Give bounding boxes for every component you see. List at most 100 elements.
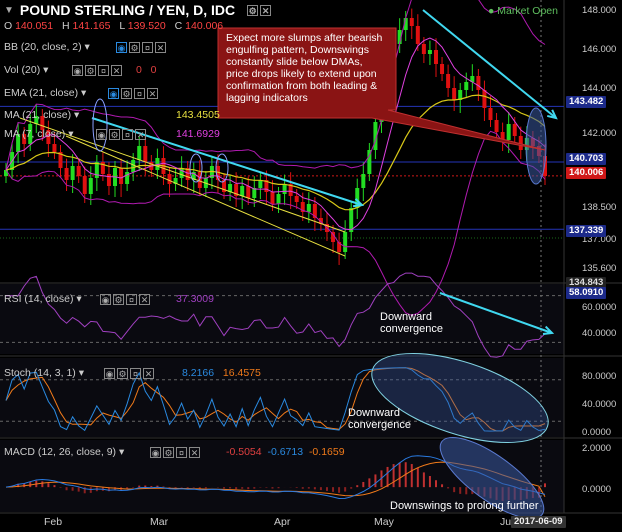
candle-body	[306, 204, 311, 212]
macd-visibility-icon[interactable]: ◉	[150, 447, 161, 458]
ma21-legend[interactable]: MA (21, close) ▾	[4, 109, 79, 121]
bb-legend[interactable]: BB (20, close, 2) ▾	[4, 41, 90, 53]
bb-format-icon[interactable]: ¤	[142, 42, 153, 53]
ohlc-readout: O 140.051 H 141.165 L 139.520 C 140.006	[4, 20, 229, 32]
rsi-dropdown-icon[interactable]: ▾	[76, 293, 82, 305]
ma7-line	[5, 37, 546, 231]
candle-body	[300, 202, 305, 212]
bb-settings-icon[interactable]: ⚙	[129, 42, 140, 53]
rsi-format-icon[interactable]: ¤	[126, 294, 137, 305]
candle-body	[143, 146, 148, 162]
ma7-visibility-icon[interactable]: ◉	[96, 129, 107, 140]
vol-settings-icon[interactable]: ⚙	[85, 65, 96, 76]
stoch-label: Stoch (14, 3, 1)	[4, 367, 76, 379]
rsi-line	[6, 272, 546, 358]
candle-body	[452, 88, 457, 100]
ema-remove-icon[interactable]: ✕	[147, 88, 158, 99]
ma7-settings-icon[interactable]: ⚙	[109, 129, 120, 140]
candle-body	[185, 168, 190, 180]
title-icons: ⚙ ✕	[247, 4, 272, 16]
stoch-annotation: Downward convergence	[348, 407, 411, 431]
candle-body	[282, 184, 287, 194]
bb-dropdown-icon[interactable]: ▾	[84, 41, 90, 53]
price-tag-ema: 143.482	[566, 96, 607, 108]
macd-dropdown-icon[interactable]: ▾	[118, 446, 125, 458]
ema-label: EMA (21, close)	[4, 87, 79, 99]
bb-visibility-icon[interactable]: ◉	[116, 42, 127, 53]
rsi-remove-icon[interactable]: ✕	[139, 294, 150, 305]
price-tick-135-6: 135.600	[582, 263, 617, 274]
candle-body	[173, 178, 178, 184]
close-icon[interactable]: ✕	[260, 4, 272, 16]
vol-dropdown-icon[interactable]: ▾	[43, 64, 49, 76]
candle-body	[179, 168, 184, 178]
candle-body	[367, 150, 372, 174]
bb-lower-band	[5, 130, 546, 316]
rsi-visibility-icon[interactable]: ◉	[100, 294, 111, 305]
macd-hist-value: -0.1659	[308, 446, 345, 458]
candle-body	[234, 184, 239, 196]
macd-tick-2: 2.0000	[582, 443, 612, 454]
candle-body	[70, 166, 75, 180]
ma7-dropdown-icon[interactable]: ▾	[68, 128, 74, 140]
macd-settings-icon[interactable]: ⚙	[163, 447, 174, 458]
stoch-dropdown-icon[interactable]: ▾	[78, 367, 84, 379]
ema-legend[interactable]: EMA (21, close) ▾	[4, 87, 86, 99]
macd-tick-0: 0.0000	[582, 484, 612, 495]
highlight-ellipse-3	[215, 153, 229, 183]
vol-remove-icon[interactable]: ✕	[111, 65, 122, 76]
macd-format-icon[interactable]: ¤	[176, 447, 187, 458]
collapse-chevron-icon[interactable]: ▼	[4, 4, 14, 16]
candle-body	[270, 192, 275, 204]
stoch-settings-icon[interactable]: ⚙	[117, 368, 128, 379]
macd-legend[interactable]: MACD (12, 26, close, 9) ▾	[4, 446, 124, 458]
ma7-legend[interactable]: MA (7, close) ▾	[4, 128, 73, 140]
price-downtrend-arrow-head	[352, 198, 365, 208]
ma21-dropdown-icon[interactable]: ▾	[74, 109, 80, 121]
ema-settings-icon[interactable]: ⚙	[121, 88, 132, 99]
price-tick-138-5: 138.500	[582, 202, 617, 213]
ohlc-close-key: C	[174, 20, 183, 32]
macd-remove-icon[interactable]: ✕	[189, 447, 200, 458]
candle-body	[40, 116, 45, 130]
candle-body	[488, 108, 493, 120]
rsi-legend[interactable]: RSI (14, close) ▾	[4, 293, 82, 305]
highlight-ellipse-1	[92, 98, 108, 152]
candle-body	[355, 188, 360, 208]
ema-visibility-icon[interactable]: ◉	[108, 88, 119, 99]
candle-body	[215, 166, 220, 180]
stoch-remove-icon[interactable]: ✕	[143, 368, 154, 379]
vol-legend[interactable]: Vol (20) ▾	[4, 64, 48, 76]
candle-body	[264, 180, 269, 192]
candle-body	[427, 50, 432, 54]
candle-body	[415, 26, 420, 44]
ema-dropdown-icon[interactable]: ▾	[81, 87, 87, 99]
rsi-settings-icon[interactable]: ⚙	[113, 294, 124, 305]
ma7-remove-icon[interactable]: ✕	[135, 129, 146, 140]
vol-format-icon[interactable]: ¤	[98, 65, 109, 76]
market-status-dot-icon: ●	[488, 5, 495, 17]
stoch-format-icon[interactable]: ¤	[130, 368, 141, 379]
stoch-visibility-icon[interactable]: ◉	[104, 368, 115, 379]
ema21-line	[5, 94, 546, 211]
bb-remove-icon[interactable]: ✕	[155, 42, 166, 53]
vol-values: 0 0	[136, 64, 156, 76]
vol-icons: ◉ ⚙ ¤ ✕	[72, 65, 122, 76]
stoch-legend[interactable]: Stoch (14, 3, 1) ▾	[4, 367, 84, 379]
price-tag-ma: 140.703	[566, 153, 607, 165]
candle-body	[312, 204, 317, 218]
candle-body	[228, 184, 233, 192]
candle-body	[446, 74, 451, 88]
ma7-format-icon[interactable]: ¤	[122, 129, 133, 140]
candle-body	[197, 172, 202, 188]
candle-body	[409, 18, 414, 26]
settings-gear-icon[interactable]: ⚙	[247, 4, 259, 16]
x-label-feb: Feb	[44, 516, 63, 528]
candle-body	[343, 232, 348, 252]
candle-body	[500, 132, 505, 140]
ema-format-icon[interactable]: ¤	[134, 88, 145, 99]
vol-visibility-icon[interactable]: ◉	[72, 65, 83, 76]
candle-body	[361, 174, 366, 188]
